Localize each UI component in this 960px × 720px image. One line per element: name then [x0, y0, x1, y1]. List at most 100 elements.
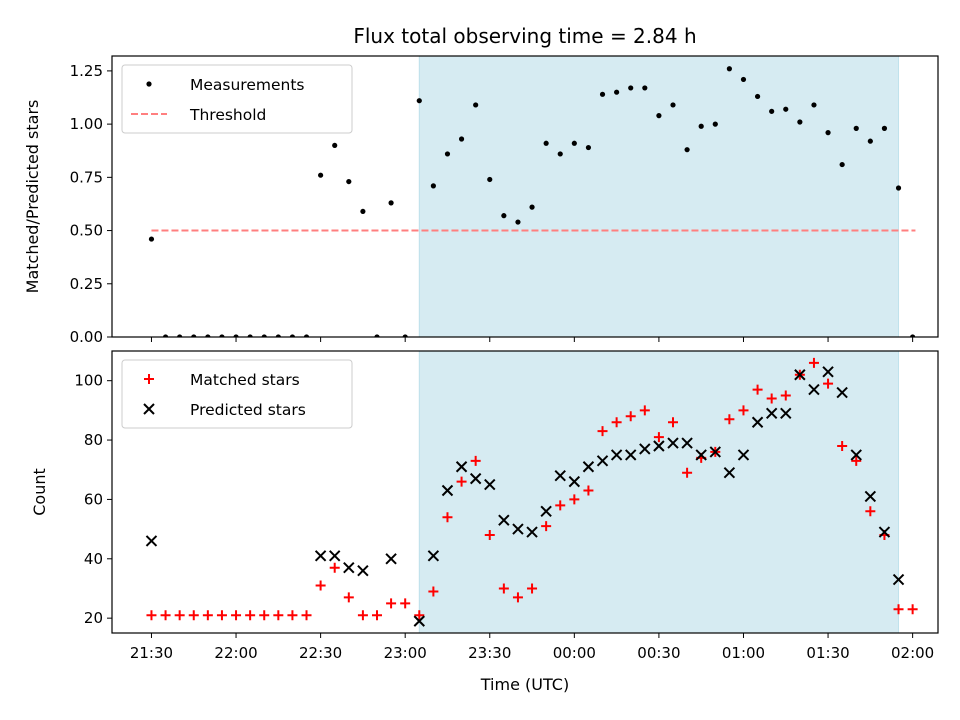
matched-star-point — [512, 592, 523, 603]
legend-box — [121, 64, 353, 134]
predicted-star-point — [413, 615, 425, 627]
predicted-star-point — [794, 369, 806, 381]
measurement-point — [726, 66, 732, 72]
measurement-point — [839, 161, 845, 168]
measurement-point — [515, 219, 521, 225]
x-tick-label: 00:30 — [637, 644, 680, 662]
measurement-point — [867, 138, 873, 144]
matched-star-point — [301, 610, 312, 621]
chart-title: Flux total observing time = 2.84 h — [353, 24, 696, 48]
measurement-point — [571, 140, 577, 146]
x-tick-label: 22:30 — [299, 644, 342, 662]
measurement-point — [247, 334, 253, 337]
measurement-point — [219, 334, 225, 337]
matched-star-point — [400, 598, 411, 609]
measurement-point — [881, 125, 888, 131]
measurement-point — [191, 334, 197, 337]
measurement-point — [628, 85, 634, 91]
measurement-point — [670, 102, 676, 108]
predicted-star-point — [765, 407, 778, 420]
matched-star-point — [498, 583, 509, 594]
measurement-point — [614, 89, 620, 95]
predicted-star-point — [343, 561, 355, 574]
matched-star-point — [371, 610, 382, 621]
x-tick-label: 21:30 — [130, 644, 173, 662]
measurement-point — [346, 178, 352, 185]
matched-star-point — [541, 521, 552, 532]
y-tick-label: 0.75 — [70, 168, 103, 186]
predicted-star-point — [625, 449, 637, 461]
predicted-star-point — [864, 490, 877, 503]
matched-star-point — [273, 610, 284, 621]
measurement-point — [656, 113, 662, 119]
data-markers — [148, 66, 916, 337]
observing-span-shade — [418, 55, 900, 338]
matched-star-point — [343, 592, 354, 603]
measurement-point — [529, 204, 535, 210]
legend-label: Matched stars — [190, 371, 300, 389]
predicted-star-point — [568, 475, 581, 488]
measurement-point — [162, 334, 169, 337]
predicted-star-point — [484, 478, 496, 491]
matched-star-point — [174, 610, 185, 621]
predicted-star-point — [780, 407, 792, 420]
matched-star-point — [442, 512, 453, 523]
matched-star-point — [146, 610, 157, 621]
measurement-point — [261, 334, 267, 337]
measurement-point — [177, 334, 183, 337]
matched-star-point — [202, 610, 213, 621]
predicted-star-point — [751, 416, 764, 428]
y-axis-label: Matched/Predicted stars — [23, 100, 42, 294]
measurement-point — [853, 125, 859, 131]
y-tick-label: 0.50 — [70, 222, 103, 240]
x-tick-label: 22:00 — [214, 644, 257, 662]
matched-star-point — [428, 586, 439, 597]
predicted-star-point — [498, 514, 510, 526]
y-tick-label: 20 — [84, 609, 103, 627]
measurement-point — [698, 123, 704, 129]
measurement-point — [501, 213, 507, 219]
matched-star-point — [851, 455, 862, 466]
measurement-point — [416, 98, 422, 104]
bottom-panel-count: 21:30 22:00 22:30 23:00 23:30 00:00 00:30 01:00… — [30, 350, 939, 662]
measurement-point — [740, 76, 747, 83]
matched-star-point — [724, 414, 735, 425]
legend-label: Predicted stars — [190, 401, 306, 419]
measurement-point — [811, 102, 817, 108]
measurement-point — [233, 334, 239, 337]
matched-star-point — [527, 583, 538, 594]
predicted-star-point — [878, 526, 891, 538]
measurement-point — [444, 151, 451, 157]
predicted-star-point — [610, 449, 623, 461]
matched-star-point — [583, 485, 594, 496]
measurement-point — [825, 130, 831, 136]
top-panel-ratio: 0.00 0.25 0.50 0.75 1.00 1.25 Matched/Predicte… — [23, 55, 939, 346]
x-tick-label: 01:30 — [806, 644, 849, 662]
matched-star-point — [569, 494, 580, 505]
measurement-point — [374, 334, 380, 337]
predicted-star-point — [540, 505, 552, 518]
predicted-star-point — [329, 550, 341, 562]
predicted-star-point — [469, 472, 482, 485]
measurement-point — [543, 140, 549, 146]
x-tick-label: 00:00 — [553, 644, 596, 662]
observing-span-shade — [418, 350, 900, 634]
x-tick-label: 23:30 — [468, 644, 511, 662]
predicted-star-point — [667, 437, 679, 449]
predicted-star-point — [512, 523, 524, 535]
matched-star-point — [780, 390, 791, 401]
y-tick-label: 100 — [74, 372, 103, 390]
y-tick-label: 60 — [84, 490, 103, 508]
matched-star-point — [287, 610, 298, 621]
matched-star-point — [216, 610, 227, 621]
matched-star-point — [329, 562, 340, 573]
predicted-star-point — [653, 440, 665, 452]
predicted-star-point — [723, 466, 736, 479]
predicted-star-point — [822, 366, 834, 378]
matched-star-point — [907, 604, 918, 615]
measurement-point — [318, 172, 324, 178]
predicted-star-point — [681, 437, 693, 449]
matched-star-point — [766, 393, 777, 404]
matched-star-point — [470, 455, 481, 466]
matched-star-point — [315, 580, 326, 591]
